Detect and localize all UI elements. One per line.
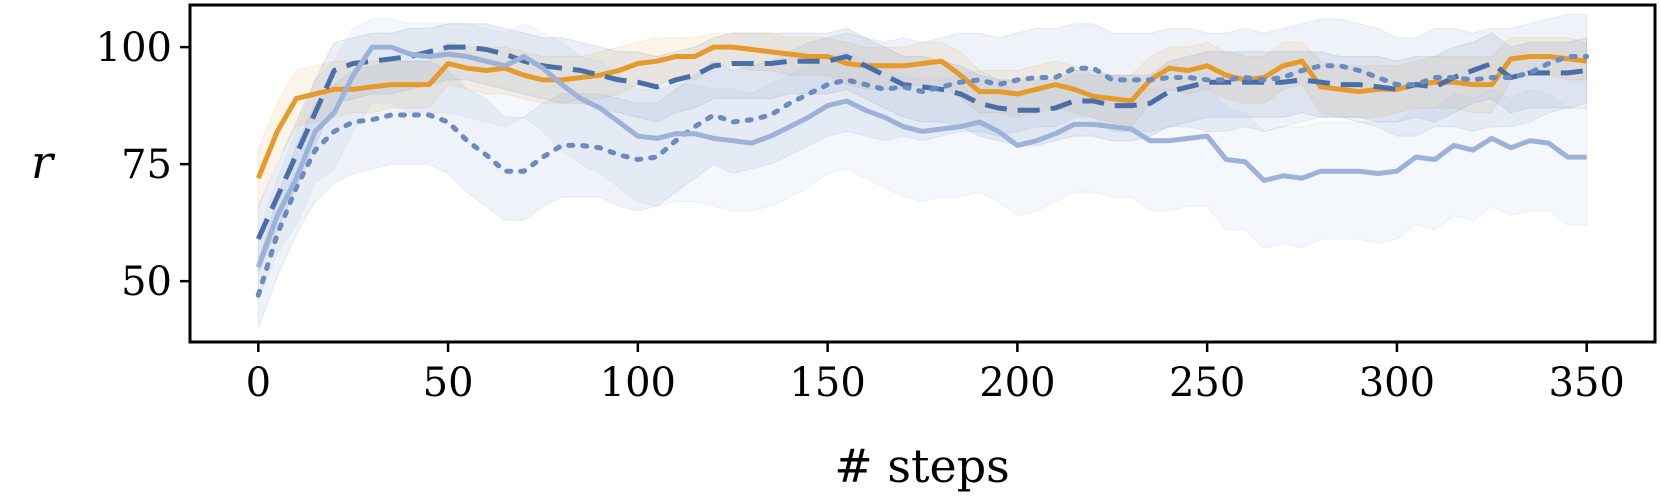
band-series-2 (257, 23, 1588, 273)
x-tick-label: 50 (423, 360, 474, 406)
x-axis-title: # steps (834, 439, 1010, 493)
x-tick-label: 100 (600, 360, 676, 406)
y-tick-label: 50 (121, 259, 172, 305)
line-series-4 (255, 44, 1587, 268)
x-tick-label: 250 (1169, 360, 1245, 406)
plot-frame (188, 3, 1657, 344)
x-tick-label: 0 (246, 360, 271, 406)
line-series-2 (256, 44, 1588, 241)
line-series-3 (255, 54, 1590, 298)
x-tick-label: 300 (1359, 360, 1435, 406)
y-tick-label: 75 (121, 142, 172, 188)
line-series-1 (255, 44, 1588, 180)
x-tick-label: 150 (789, 360, 865, 406)
band-series-4 (257, 18, 1588, 301)
y-tick-label: 100 (96, 25, 172, 71)
band-series-3 (257, 13, 1588, 329)
y-axis-ticks: 50 75 100 (96, 25, 190, 305)
y-axis-title: r (31, 135, 56, 189)
series-lines (255, 44, 1590, 298)
x-axis-ticks: 0 50 100 150 200 250 300 350 (246, 342, 1625, 406)
x-tick-label: 200 (979, 360, 1055, 406)
x-tick-label: 350 (1549, 360, 1625, 406)
